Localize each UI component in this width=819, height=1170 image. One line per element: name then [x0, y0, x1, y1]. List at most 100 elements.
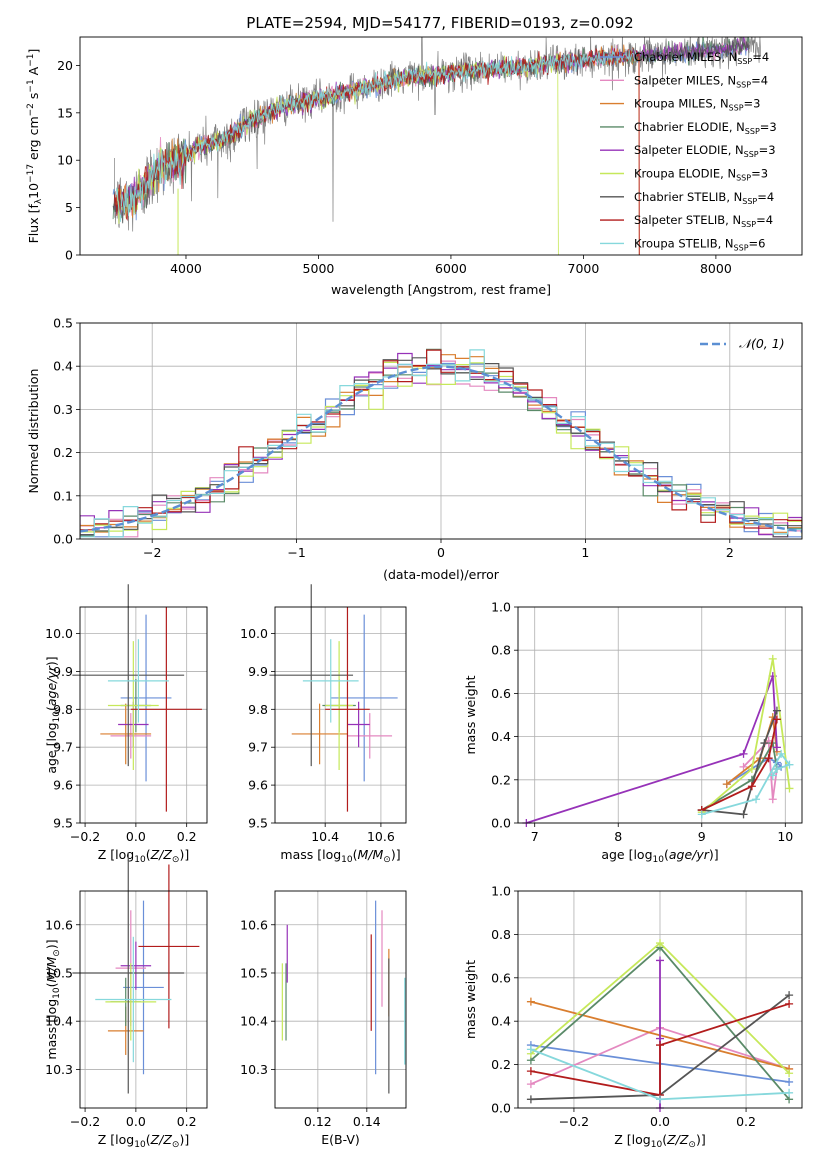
z-age-panel-ytick-label: 9.7 — [53, 740, 73, 755]
legend-count: =3 — [760, 120, 777, 134]
z-weight-panel-frame — [517, 890, 803, 1109]
age-weight-panel-ytick-label: 1.0 — [491, 600, 511, 615]
mass-age-panel-xlabel-part: ⊙ — [383, 855, 391, 865]
legend-label-chabrier_elodie: Chabrier ELODIE, NSSP=3 — [634, 120, 777, 136]
z-weight-panel-xlabel-part: Z [log — [614, 1132, 650, 1147]
age-weight-panel-xlabel-part: age/yr — [669, 847, 710, 862]
spectrum-ytick-label: 15 — [57, 105, 73, 120]
age-weight-panel-ytick-label: 0.0 — [491, 816, 511, 831]
spectrum-panel: 4000 5000 6000 7000 8000 0 5 10 15 20 Chabrier MIL… — [26, 36, 803, 297]
z-weight-panel-marker-salpeter_stelib — [656, 1041, 664, 1050]
legend-count: =3 — [751, 167, 768, 181]
z-mass-panel-xlabel-part: Z/Z — [150, 1132, 173, 1147]
z-weight-panel-marker-salpeter_stelib — [785, 999, 794, 1008]
age-weight-panel-marker-salpeter_stelib — [772, 715, 781, 724]
age-weight-panel-ylabel: mass weight — [463, 675, 478, 754]
z-weight-panel-ytick-label: 1.0 — [491, 884, 511, 899]
spectrum-xtick-label: 5000 — [303, 261, 335, 276]
mass-age-panel-ytick-label: 9.8 — [248, 702, 268, 717]
age-weight-panel-ytick-label: 0.8 — [491, 643, 511, 658]
z-weight-panel-ytick-label: 0.6 — [491, 970, 511, 985]
legend-count: =4 — [752, 50, 769, 64]
age-weight-panel-marker-kroupa_miles — [722, 780, 731, 789]
histogram-xtick-label: 1 — [581, 545, 589, 560]
z-age-panel-xtick-label: 0.0 — [126, 829, 146, 844]
age-weight-panel-marker-kroupa_elodie — [785, 784, 794, 793]
histogram-xtick-label: 0 — [437, 545, 445, 560]
ebv-mass-panel-frame — [274, 890, 407, 1109]
histogram-frame — [79, 322, 803, 540]
histogram-ylabel: Normed distribution — [26, 369, 41, 494]
mass-age-panel-ytick-label: 9.5 — [248, 816, 268, 831]
ebv-mass-panel-ytick-label: 10.5 — [240, 965, 268, 980]
spectrum-ylabel-part: −1 — [26, 54, 36, 67]
z-age-panel-frame — [79, 606, 208, 824]
legend-subscript: SSP — [745, 127, 760, 136]
age-weight-panel-marker-kroupa_stelib — [772, 765, 781, 773]
z-age-panel-xlabel-part: Z [log — [98, 847, 134, 862]
z-weight-panel-marker-salpeter_elodie — [656, 956, 664, 965]
mass-age-panel-xlabel-part: ( — [353, 847, 358, 862]
legend-subscript: SSP — [737, 57, 752, 66]
legend-subscript: SSP — [736, 174, 751, 183]
spectrum-ylabel-part: erg cm — [26, 116, 41, 164]
legend-subscript: SSP — [729, 104, 744, 113]
z-age-panel-ytick-label: 9.5 — [53, 816, 73, 831]
histogram-ytick-label: 0.4 — [53, 359, 73, 374]
z-weight-panel-xlabel-part: ( — [662, 1132, 667, 1147]
age-weight-panel-xlabel-part: )] — [709, 847, 719, 862]
histogram-ytick-label: 0.1 — [53, 488, 73, 503]
age-weight-panel-ytick-label: 0.4 — [491, 729, 511, 744]
legend-count: =6 — [749, 236, 766, 250]
mass-age-panel-xtick-label: 10.4 — [311, 829, 339, 844]
z-age-panel-ylabel-part: age [log — [44, 722, 59, 773]
z-mass-panel-xlabel-part: 10 — [134, 1140, 146, 1150]
mass-age-panel-ytick-label: 9.9 — [248, 664, 268, 679]
z-age-panel-xlabel-part: ( — [146, 847, 151, 862]
z-age-panel-xlabel-part: 10 — [134, 855, 146, 865]
legend-subscript: SSP — [742, 197, 757, 206]
legend-label-kroupa_stelib: Kroupa STELIB, NSSP=6 — [634, 236, 765, 252]
ebv-mass-panel-xtick-label: 0.12 — [304, 1114, 332, 1129]
gaussian-legend-label: 𝒩(0, 1) — [739, 336, 785, 351]
z-weight-panel-marker-salpeter_stelib — [526, 1067, 535, 1076]
histogram-step-kroupa_stelib — [80, 349, 802, 538]
age-weight-panel-xlabel-part: ( — [664, 847, 669, 862]
z-weight-panel-marker-kroupa_miles — [526, 997, 535, 1006]
spectrum-ytick-label: 5 — [65, 200, 73, 215]
legend-text: Kroupa MILES, N — [634, 97, 729, 111]
spectrum-ylabel-part: 10 — [26, 183, 41, 199]
spectrum-ytick-label: 0 — [65, 248, 73, 263]
mass-age-panel: 10.4 10.6 9.5 9.6 9.7 9.8 9.9 10.0 mass [log10(M… — [240, 584, 407, 865]
ebv-mass-panel: 0.12 0.14 10.3 10.4 10.5 10.6 E(B-V) — [240, 890, 407, 1147]
spectrum-xtick-label: 4000 — [170, 261, 202, 276]
legend-count: =4 — [756, 213, 773, 227]
ebv-mass-panel-xlabel: E(B-V) — [321, 1132, 360, 1147]
z-age-panel: −0.2 0.0 0.29.59.69.79.89.910.0Z [log10(Z/… — [44, 584, 208, 865]
z-mass-panel-ylabel-part: ( — [44, 982, 59, 987]
age-weight-panel-xtick-label: 10 — [777, 829, 793, 844]
ebv-mass-panel-ytick-label: 10.3 — [240, 1062, 268, 1077]
z-mass-panel-ytick-label: 10.5 — [45, 965, 73, 980]
spectrum-ylabel-part: ] — [26, 49, 41, 54]
age-weight-panel-line-salpeter_miles — [742, 738, 778, 800]
age-weight-panel-marker-kroupa_elodie — [747, 765, 756, 773]
z-age-panel-ylabel-part: )] — [44, 656, 59, 666]
z-age-panel-xtick-label: 0.2 — [177, 829, 197, 844]
histogram-ytick-label: 0.2 — [53, 445, 73, 460]
age-weight-panel-line-chabrier_miles — [726, 757, 782, 785]
z-weight-panel-ytick-label: 0.8 — [491, 927, 511, 942]
z-age-panel-ytick-label: 9.9 — [53, 664, 73, 679]
age-weight-panel-line-kroupa_stelib — [701, 752, 791, 816]
legend-label-chabrier_stelib: Chabrier STELIB, NSSP=4 — [634, 190, 774, 206]
age-weight-panel-marker-salpeter_miles — [768, 795, 777, 804]
z-age-panel-ytick-label: 9.6 — [53, 778, 73, 793]
z-age-panel-ytick-label: 10.0 — [45, 626, 73, 641]
z-weight-panel-ytick-label: 0.2 — [491, 1057, 511, 1072]
z-weight-panel-xlabel-part: Z/Z — [666, 1132, 689, 1147]
histogram-xtick-label: −1 — [287, 545, 305, 560]
age-weight-panel-marker-chabrier_stelib — [772, 706, 781, 715]
mass-age-panel-xlabel-part: M/M — [358, 847, 384, 862]
age-weight-panel-marker-salpeter_stelib — [764, 754, 773, 763]
z-mass-panel: −0.2 0.0 0.210.310.410.510.6Z [log10(Z/Z⊙)… — [44, 852, 208, 1150]
